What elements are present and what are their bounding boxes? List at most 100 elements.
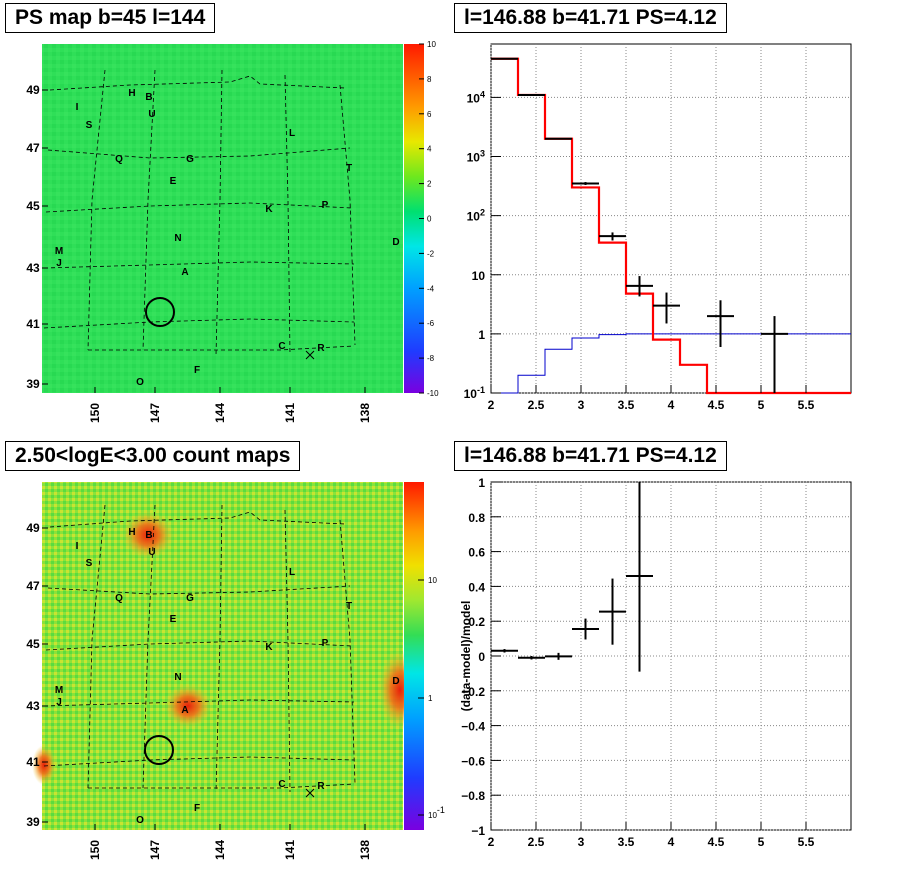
y-tick-label: 0.8 <box>468 511 485 525</box>
count-map-axes: 150 147 144 141 138 49 47 45 43 41 39 <box>26 521 372 860</box>
y-tick-label: 41 <box>26 317 40 331</box>
source-label-e: E <box>170 614 177 625</box>
y-tick-label: 102 <box>467 208 485 224</box>
source-label-a: A <box>181 705 188 716</box>
source-label-r: R <box>317 781 325 792</box>
colorbar-tick-label: -8 <box>427 354 435 363</box>
colorbar-tick-label: -4 <box>427 284 435 293</box>
x-tick-label: 5 <box>758 398 765 412</box>
y-tick-label: 49 <box>26 83 40 97</box>
x-tick-label: 4.5 <box>708 835 725 849</box>
colorbar-tick-label: -10 <box>427 389 439 398</box>
y-tick-label: 49 <box>26 521 40 535</box>
ps-map-title: PS map b=45 l=144 <box>5 3 216 33</box>
source-label-q: Q <box>115 154 123 165</box>
colorbar-tick-label: -2 <box>427 249 435 258</box>
y-tick-label: 1 <box>478 328 485 342</box>
x-tick-label: 138 <box>358 840 372 860</box>
x-tick-label: 2 <box>488 835 495 849</box>
count-map-source-labels: H B I U S L Q G T E K P N D MJ A C R O F <box>55 527 400 826</box>
colorbar-tick-label: 1 <box>428 694 433 703</box>
ps-map-panel: 10 8 6 4 2 0 -2 -4 -6 -8 -10 H B I U S L Q G T E K P N D MJ A C R O F… <box>26 40 439 423</box>
source-label-k: K <box>265 642 273 653</box>
spectrum-title: l=146.88 b=41.71 PS=4.12 <box>454 3 727 33</box>
source-label-e: E <box>170 176 177 187</box>
source-label-i: I <box>76 102 79 113</box>
residual-axes: 2 2.5 3 3.5 4 4.5 5 5.5 1 0.8 0.6 0.4 0.2 0 −0.2 −0.4 −0… <box>461 476 814 849</box>
x-tick-label: 3.5 <box>618 398 635 412</box>
y-tick-label: 0.2 <box>468 615 485 629</box>
x-tick-label: 141 <box>283 403 297 423</box>
y-tick-label: 41 <box>26 755 40 769</box>
residual-plot <box>491 482 653 672</box>
ps-map-axes: 150 147 144 141 138 49 47 45 43 41 39 <box>26 83 372 423</box>
x-tick-label: 3.5 <box>618 835 635 849</box>
x-tick-label: 150 <box>88 840 102 860</box>
source-blob-left <box>32 745 56 785</box>
source-label-g: G <box>186 154 194 165</box>
source-label-c: C <box>278 779 285 790</box>
x-tick-label: 150 <box>88 403 102 423</box>
y-tick-label: 0.6 <box>468 546 485 560</box>
x-tick-label: 144 <box>213 403 227 423</box>
x-tick-label: 141 <box>283 840 297 860</box>
residual-grid <box>490 481 851 831</box>
y-tick-label: 39 <box>26 815 40 829</box>
y-tick-label: 47 <box>26 141 40 155</box>
source-label-p: P <box>322 200 329 211</box>
source-label-m: M <box>55 685 63 696</box>
colorbar-tick-label: 6 <box>427 110 432 119</box>
x-tick-label: 4.5 <box>708 398 725 412</box>
source-label-r: R <box>317 343 325 354</box>
y-tick-label: 43 <box>26 699 40 713</box>
x-tick-label: 147 <box>148 403 162 423</box>
residual-ylabel: (data-model)/model <box>459 601 473 712</box>
x-tick-label: 5.5 <box>798 835 815 849</box>
x-tick-label: 5 <box>758 835 765 849</box>
source-label-d: D <box>392 237 399 248</box>
source-label-j: J <box>56 697 62 708</box>
y-tick-label: 39 <box>26 377 40 391</box>
y-tick-label: 0.4 <box>468 580 485 594</box>
y-tick-label: 43 <box>26 261 40 275</box>
x-tick-label: 147 <box>148 840 162 860</box>
source-label-t: T <box>346 163 352 174</box>
source-label-b: B <box>145 92 152 103</box>
ps-colorbar <box>404 44 424 393</box>
source-label-o: O <box>136 377 144 388</box>
source-label-p: P <box>322 638 329 649</box>
colorbar-tick-label: 4 <box>427 145 432 154</box>
colorbar-tick-label: 10 <box>428 576 437 585</box>
x-tick-label: 144 <box>213 840 227 860</box>
source-label-u: U <box>148 547 155 558</box>
count-map-title: 2.50<logE<3.00 count maps <box>5 441 301 471</box>
y-tick-label: 104 <box>467 89 485 105</box>
source-label-m: M <box>55 246 63 257</box>
source-label-h: H <box>128 527 135 538</box>
source-label-s: S <box>86 120 93 131</box>
source-label-g: G <box>186 593 194 604</box>
source-label-b: B <box>145 530 152 541</box>
ps-map-grid <box>43 69 356 356</box>
y-tick-label: 47 <box>26 579 40 593</box>
y-tick-label: 1 <box>478 476 485 490</box>
source-label-t: T <box>346 601 352 612</box>
ps-colorbar-ticks: 10 8 6 4 2 0 -2 -4 -6 -8 -10 <box>419 40 439 398</box>
x-tick-label: 5.5 <box>798 398 815 412</box>
y-tick-label: 45 <box>26 637 40 651</box>
y-tick-label: −0.2 <box>461 685 485 699</box>
x-tick-label: 138 <box>358 403 372 423</box>
y-tick-label: 45 <box>26 199 40 213</box>
ps-map-source-labels: H B I U S L Q G T E K P N D MJ A C R O F <box>55 88 400 388</box>
y-tick-label: 10-1 <box>464 385 485 401</box>
colorbar-tick-label: 2 <box>427 180 432 189</box>
y-tick-label: 0 <box>478 650 485 664</box>
colorbar-tick-label: 0 <box>427 215 432 224</box>
source-label-q: Q <box>115 593 123 604</box>
source-label-d: D <box>392 676 399 687</box>
source-label-s: S <box>86 558 93 569</box>
count-map-grid <box>43 504 356 793</box>
